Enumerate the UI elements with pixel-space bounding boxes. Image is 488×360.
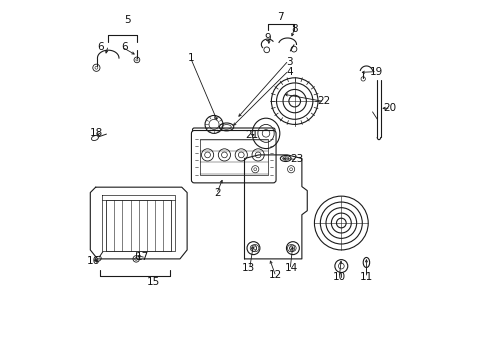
Text: 14: 14 xyxy=(284,263,297,273)
Text: 7: 7 xyxy=(277,12,283,22)
Text: 6: 6 xyxy=(121,42,127,52)
Text: 5: 5 xyxy=(124,15,131,26)
Text: 12: 12 xyxy=(268,270,281,280)
Text: 4: 4 xyxy=(285,67,292,77)
Text: 11: 11 xyxy=(359,272,372,282)
Text: 19: 19 xyxy=(369,67,382,77)
Text: 15: 15 xyxy=(146,277,160,287)
Bar xyxy=(199,139,267,175)
Text: 23: 23 xyxy=(289,154,303,164)
Text: 9: 9 xyxy=(264,33,270,43)
Text: 22: 22 xyxy=(316,96,329,106)
Text: 20: 20 xyxy=(383,103,395,113)
FancyBboxPatch shape xyxy=(191,131,276,183)
Text: 8: 8 xyxy=(291,24,297,35)
Text: 6: 6 xyxy=(98,42,104,52)
Text: 18: 18 xyxy=(90,129,103,138)
Text: 17: 17 xyxy=(135,252,149,262)
FancyBboxPatch shape xyxy=(192,128,274,139)
Text: 3: 3 xyxy=(285,57,292,67)
Text: 10: 10 xyxy=(332,272,346,282)
Bar xyxy=(106,201,171,251)
Text: 2: 2 xyxy=(214,188,221,198)
Text: 16: 16 xyxy=(86,256,100,266)
Text: 13: 13 xyxy=(242,263,255,273)
Text: 21: 21 xyxy=(244,130,258,140)
Text: 1: 1 xyxy=(188,53,194,63)
